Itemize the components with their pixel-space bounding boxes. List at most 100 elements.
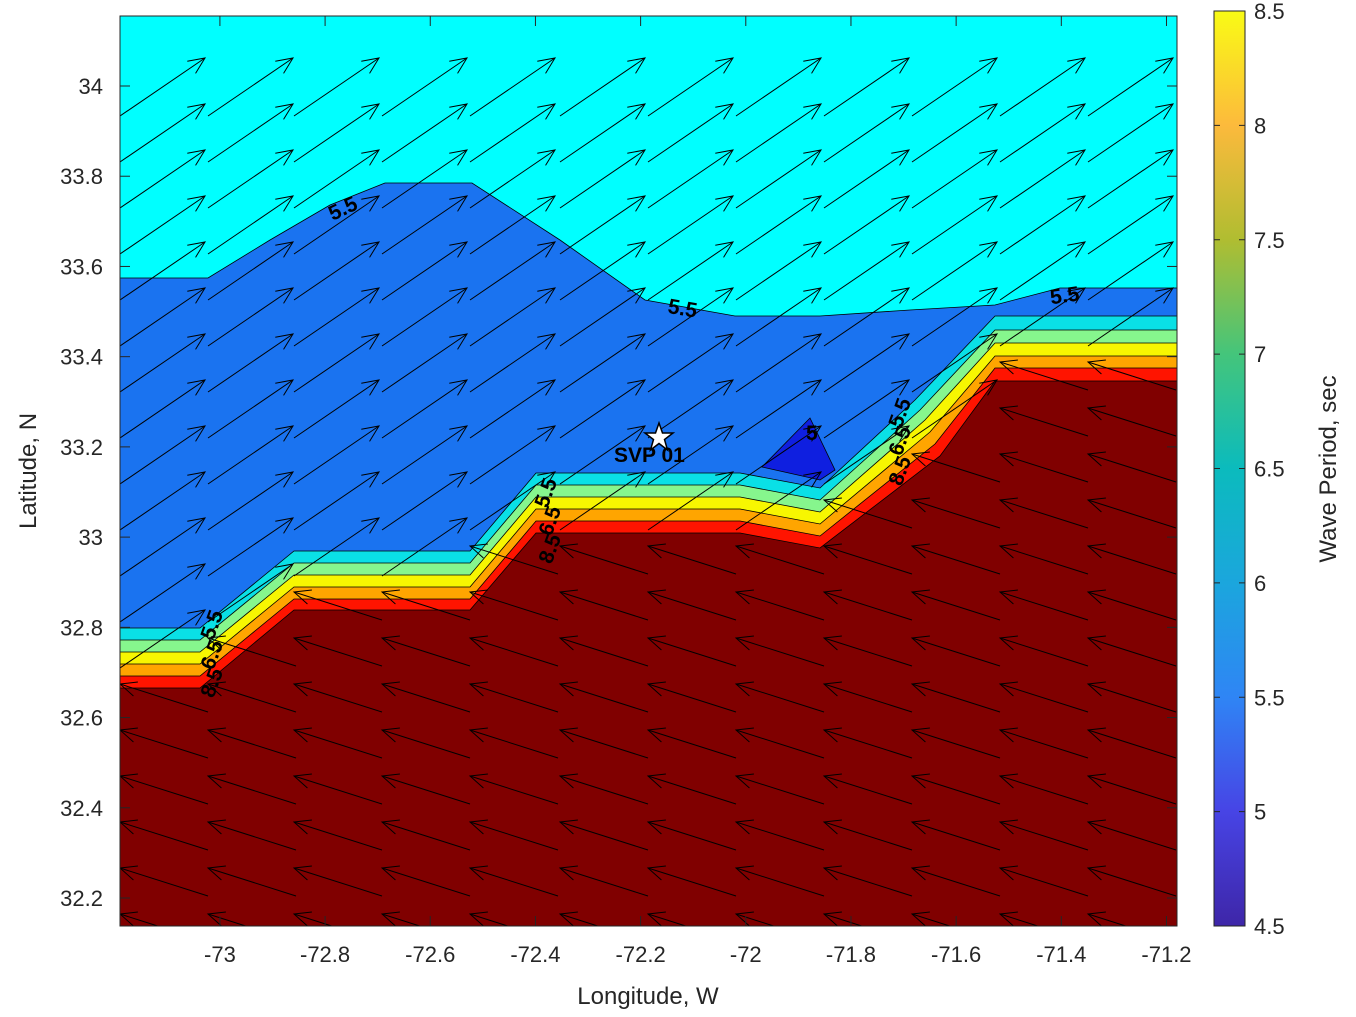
wind-vector (207, 333, 295, 393)
wind-vector (735, 379, 823, 439)
wind-vector (559, 195, 647, 255)
y-tick-label: 33.2 (60, 435, 103, 460)
wind-vector (381, 471, 469, 531)
wind-vector (910, 497, 1001, 529)
wind-vector (999, 241, 1087, 301)
y-axis-ticks: 32.2 32.4 32.6 32.8 33 33.2 33.4 33.6 33.8 34 (60, 74, 1177, 911)
wind-vector (469, 379, 557, 439)
x-tick-label: -72.4 (510, 942, 560, 967)
wind-vector (558, 773, 649, 805)
wind-vector (823, 425, 911, 485)
wind-vector (911, 195, 999, 255)
wind-vector (911, 287, 999, 347)
wind-vector (822, 635, 913, 667)
wind-vector (734, 543, 825, 575)
wind-vector (822, 589, 913, 621)
wind-vector (207, 517, 295, 577)
wind-vector (1086, 773, 1177, 805)
wind-vector (206, 865, 297, 897)
wind-vector (380, 589, 471, 621)
wind-vector (292, 681, 383, 713)
colorbar-tick-label: 8.5 (1254, 0, 1285, 24)
wind-vector (647, 241, 735, 301)
wind-vector (646, 543, 737, 575)
wind-vector (380, 727, 471, 759)
wind-vector (468, 727, 559, 759)
wind-vector (468, 635, 559, 667)
wind-vector (823, 195, 911, 255)
wind-vector (120, 149, 207, 209)
wind-vector (735, 425, 823, 485)
wind-vector (1087, 241, 1175, 301)
x-axis-ticks: -73 -72.8 -72.6 -72.4 -72.2 -72 -71.8 -71.6 -71.… (204, 16, 1192, 967)
wind-vector (380, 773, 471, 805)
wind-vector (559, 333, 647, 393)
wind-vector (999, 195, 1087, 255)
wind-vector (1087, 149, 1175, 209)
wind-vector (293, 195, 381, 255)
wind-vector (998, 451, 1089, 483)
band-85 (120, 380, 1177, 926)
wind-vector (734, 773, 825, 805)
wind-vector (207, 425, 295, 485)
contour-label: 5.5 (1049, 283, 1081, 310)
wind-vector (120, 563, 207, 623)
wind-vector (1086, 543, 1177, 575)
wind-vector (120, 287, 207, 347)
wind-vector (207, 149, 295, 209)
wind-vector (734, 911, 776, 926)
wind-vector (910, 819, 1001, 851)
wind-vector (998, 681, 1089, 713)
wind-vector (823, 287, 911, 347)
svp-marker: SVP 01 (614, 420, 685, 467)
wind-vector (647, 103, 735, 163)
wind-vector (911, 379, 999, 439)
wind-vector (822, 543, 913, 575)
wind-vector (469, 333, 557, 393)
wind-vector (468, 865, 559, 897)
wind-vector (1086, 911, 1128, 926)
wind-vector (910, 681, 1001, 713)
wind-vector (381, 517, 469, 577)
wind-vector (293, 241, 381, 301)
wind-vector (735, 471, 823, 531)
wind-vector (206, 819, 297, 851)
wind-vector (1086, 359, 1177, 391)
wind-vector (822, 681, 913, 713)
wind-vector (120, 195, 207, 255)
wind-vector (647, 57, 735, 117)
wind-vectors (120, 57, 1177, 926)
wind-vector (381, 425, 469, 485)
wind-vector (381, 241, 469, 301)
wind-vector (822, 911, 864, 926)
wind-vector (120, 425, 207, 485)
wind-vector (735, 195, 823, 255)
wind-vector (735, 149, 823, 209)
wind-vector (206, 727, 297, 759)
wind-vector (735, 241, 823, 301)
wind-vector (998, 405, 1089, 437)
wind-vector (469, 287, 557, 347)
x-tick-label: -72.8 (300, 942, 350, 967)
wind-vector (207, 563, 295, 623)
wind-vector (120, 819, 209, 851)
wind-vector (646, 865, 737, 897)
wind-vector (734, 727, 825, 759)
wind-vector (469, 471, 557, 531)
wind-vector (734, 635, 825, 667)
contour-label: 5 (806, 422, 818, 445)
wind-vector (558, 911, 600, 926)
x-tick-label: -71.2 (1141, 942, 1191, 967)
wind-vector (469, 149, 557, 209)
wind-vector (1086, 451, 1177, 483)
wind-vector (380, 681, 471, 713)
wind-vector (381, 195, 469, 255)
wind-vector (380, 865, 471, 897)
y-tick-label: 34 (79, 74, 103, 99)
colorbar-tick-label: 8 (1254, 113, 1266, 138)
wind-vector (823, 149, 911, 209)
wind-vector (206, 911, 248, 926)
wind-vector (647, 425, 735, 485)
wind-vector (381, 103, 469, 163)
wind-vector (293, 333, 381, 393)
